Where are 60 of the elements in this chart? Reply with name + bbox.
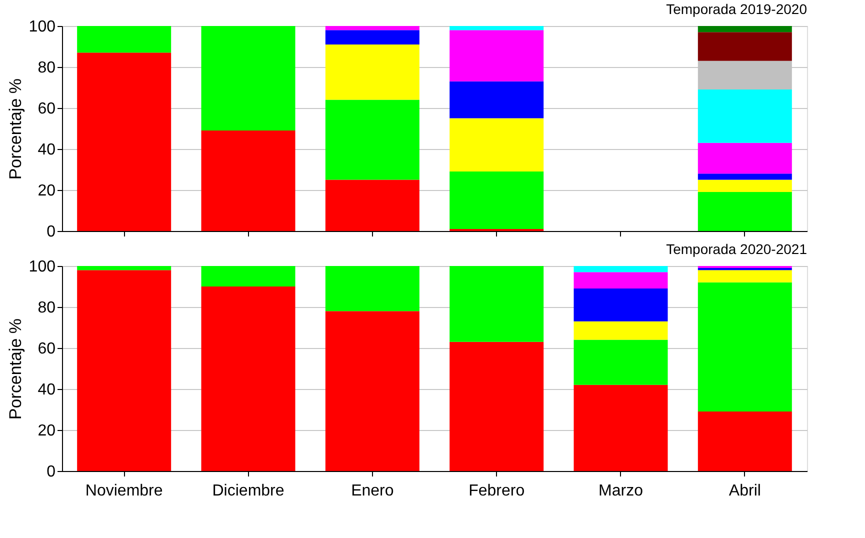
bar — [77, 266, 172, 270]
bar — [450, 266, 544, 342]
x-tick-label: Enero — [351, 482, 394, 500]
y-tick-label: 80 — [38, 60, 56, 76]
bar — [698, 142, 792, 174]
bar — [325, 266, 420, 312]
bar — [698, 412, 792, 471]
bar — [450, 30, 544, 82]
bar — [574, 321, 668, 340]
y-tick-label: 80 — [38, 300, 56, 316]
bar — [450, 118, 544, 172]
x-tick-label: Diciembre — [212, 482, 284, 500]
bar — [698, 32, 792, 61]
bar — [574, 272, 668, 289]
bar — [77, 52, 172, 231]
bar — [450, 26, 544, 30]
y-tick-label: 100 — [28, 18, 56, 36]
x-tick-label: Febrero — [468, 482, 525, 500]
y-tick-label: 20 — [38, 422, 56, 440]
bar — [201, 130, 296, 231]
bar — [698, 180, 792, 192]
x-tick-label: Noviembre — [85, 482, 163, 500]
bar — [325, 100, 420, 180]
bar — [450, 172, 544, 229]
bar — [698, 26, 792, 32]
bar — [450, 81, 544, 118]
bar — [201, 26, 296, 131]
bar — [574, 288, 668, 322]
bar — [77, 26, 172, 53]
y-axis-title: Porcentaje % — [6, 318, 25, 420]
chart-title: Temporada 2020-2021 — [666, 241, 808, 257]
y-tick-label: 60 — [38, 100, 56, 118]
bar — [77, 270, 172, 471]
y-tick-label: 20 — [38, 182, 56, 200]
bar — [574, 340, 668, 385]
bar — [698, 282, 792, 412]
y-tick-label: 100 — [28, 258, 56, 276]
y-tick-label: 0 — [46, 464, 56, 480]
bar — [574, 266, 668, 272]
bar — [325, 311, 420, 471]
bar — [201, 286, 296, 471]
bar — [698, 192, 792, 231]
y-tick-label: 40 — [38, 382, 56, 398]
chart-title: Temporada 2019-2020 — [666, 1, 808, 17]
bar — [201, 266, 296, 286]
y-tick-label: 40 — [38, 142, 56, 158]
bar — [325, 180, 420, 231]
y-tick-label: 0 — [46, 224, 56, 240]
bar — [325, 44, 420, 100]
bar — [574, 384, 668, 471]
x-tick-label: Marzo — [598, 482, 644, 500]
x-tick-label: Abril — [728, 482, 761, 500]
bar — [325, 26, 420, 30]
bar — [698, 270, 792, 282]
bar — [698, 90, 792, 143]
y-axis-title: Porcentaje % — [6, 78, 25, 180]
bar — [698, 174, 792, 180]
y-tick-label: 60 — [38, 340, 56, 358]
bar — [325, 30, 420, 44]
bar — [450, 342, 544, 471]
